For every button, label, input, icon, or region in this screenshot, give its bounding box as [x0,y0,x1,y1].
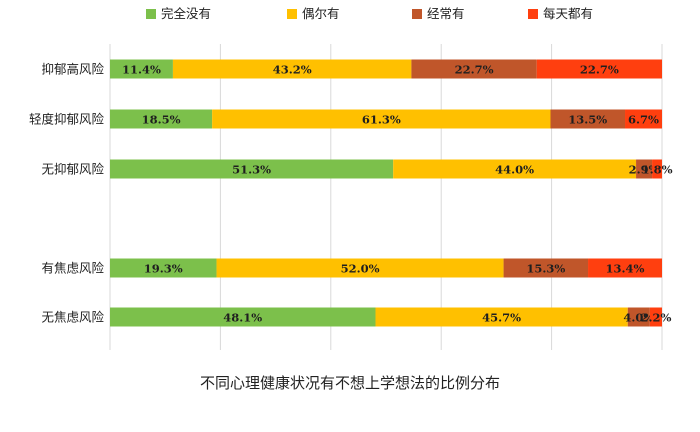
data-label: 52.0% [341,262,380,276]
bar-segment [110,59,173,79]
bar-segment [649,307,662,327]
legend-label: 每天都有 [543,6,593,21]
category-label: 轻度抑郁风险 [29,112,105,127]
data-label: 51.3% [232,163,271,177]
bar-segment [625,109,662,129]
data-label: 6.7% [628,113,659,127]
legend-label: 完全没有 [161,6,211,21]
bar-segment [627,307,650,327]
bar-segment [550,109,626,129]
data-label: 44.0% [495,163,534,177]
data-label: 22.7% [455,63,494,77]
bar-segment [110,159,394,179]
data-label: 61.3% [362,113,401,127]
bar-segment [393,159,637,179]
category-label: 抑郁高风险 [41,62,104,77]
category-label: 无焦虑风险 [41,310,104,325]
data-label: 2.2% [640,311,671,325]
legend-swatch [146,9,156,19]
category-label: 有焦虑风险 [41,261,104,276]
bar-segment [588,258,662,278]
bar-segment [652,159,662,179]
chart-caption: 不同心理健康状况有不想上学想法的比例分布 [199,374,500,392]
legend-swatch [287,9,297,19]
data-label: 45.7% [482,311,521,325]
legend-label: 经常有 [427,6,465,21]
bar-segment [110,258,217,278]
legend-swatch [412,9,422,19]
bar-segment [172,59,412,79]
data-label: 15.3% [526,262,565,276]
bar-segment [636,159,653,179]
bar-segment [110,307,376,327]
data-label: 18.5% [142,113,181,127]
data-label: 43.2% [273,63,312,77]
legend-label: 偶尔有 [302,6,340,21]
bar-segment [110,109,213,129]
data-label: 2.9% [629,163,660,177]
bar-segment [411,59,537,79]
data-label: 4.0% [623,311,654,325]
data-label: 22.7% [580,63,619,77]
bar-segment [375,307,628,327]
legend-swatch [528,9,538,19]
bar-segment [212,109,551,129]
data-label: 19.3% [144,262,183,276]
data-label: 13.5% [568,113,607,127]
data-label: 1.8% [642,163,673,177]
data-label: 11.4% [122,63,161,77]
bar-segment [536,59,662,79]
data-label: 13.4% [606,262,645,276]
data-label: 48.1% [223,311,262,325]
bar-segment [216,258,504,278]
category-label: 无抑郁风险 [41,162,104,177]
bar-segment [503,258,589,278]
stacked-bar-chart: 完全没有 偶尔有 经常有 每天都有抑郁高风险轻度抑郁风险无抑郁风险有焦虑风险无焦虑风险… [29,6,673,350]
